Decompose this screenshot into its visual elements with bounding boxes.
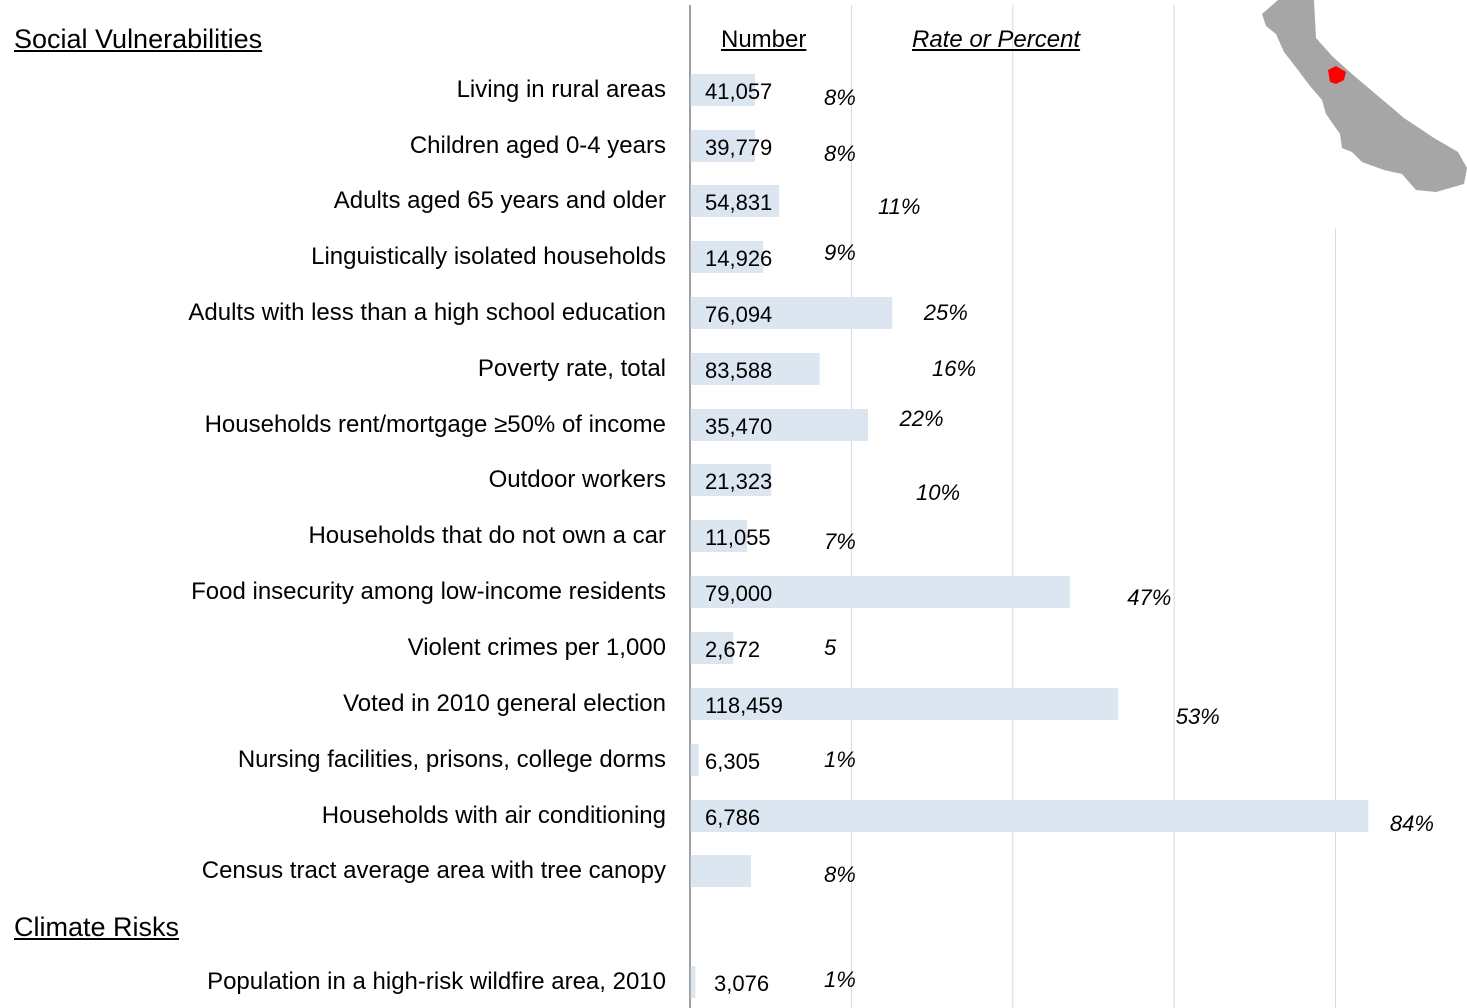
row-label: Food insecurity among low-income residen… — [191, 578, 666, 605]
bar — [690, 74, 756, 106]
row-label: Nursing facilities, prisons, college dor… — [237, 746, 666, 773]
number-label: 79,000 — [705, 581, 772, 606]
rate-label: 8% — [824, 85, 856, 110]
bar — [690, 130, 756, 162]
bar — [690, 576, 1070, 608]
number-label: 83,588 — [705, 358, 772, 383]
number-label: 54,831 — [705, 190, 772, 215]
bar — [690, 632, 734, 664]
number-label: 6,305 — [705, 749, 760, 774]
number-label: 21,323 — [705, 469, 772, 494]
row-label: Violent crimes per 1,000 — [407, 634, 666, 661]
column-header-number: Number — [721, 26, 807, 53]
bar — [690, 241, 764, 273]
rate-label: 1% — [824, 967, 856, 992]
rate-label: 11% — [878, 194, 920, 219]
row-label: Households with air conditioning — [321, 802, 666, 829]
row-label: Census tract average area with tree cano… — [201, 857, 666, 884]
rate-label: 5 — [824, 635, 837, 660]
rate-label: 8% — [824, 141, 856, 166]
number-label: 118,459 — [705, 693, 783, 718]
number-label: 2,672 — [705, 637, 760, 662]
row-label: Voted in 2010 general election — [343, 690, 666, 717]
bar — [690, 297, 893, 329]
row-label: Living in rural areas — [456, 76, 666, 103]
row-label: Poverty rate, total — [477, 355, 666, 382]
number-label: 11,055 — [705, 525, 771, 550]
row-label: Adults with less than a high school educ… — [188, 299, 666, 326]
rate-label: 9% — [824, 240, 856, 265]
california-shape — [1262, 0, 1467, 192]
rate-label: 22% — [899, 406, 944, 431]
bar — [690, 744, 699, 776]
bar — [690, 520, 747, 552]
number-label: 41,057 — [705, 79, 772, 104]
rate-label: 1% — [824, 747, 856, 772]
rate-label: 47% — [1127, 585, 1171, 610]
column-header-rate: Rate or Percent — [912, 26, 1081, 53]
row-label: Adults aged 65 years and older — [333, 187, 666, 214]
row-label: Children aged 0-4 years — [409, 132, 666, 159]
bar — [690, 185, 780, 217]
row-label: Households that do not own a car — [308, 522, 666, 549]
row-label: Outdoor workers — [488, 466, 666, 493]
rate-label: 10% — [916, 480, 960, 505]
rate-label: 53% — [1176, 704, 1220, 729]
california-locator-map — [1262, 0, 1467, 192]
number-label: 39,779 — [705, 135, 772, 160]
rate-label: 16% — [932, 356, 976, 381]
rate-label: 25% — [923, 300, 968, 325]
number-label: 35,470 — [705, 414, 772, 439]
rate-label: 8% — [824, 862, 856, 887]
bar — [690, 966, 696, 998]
section-title-climate-risks: Climate Risks — [14, 912, 180, 942]
bar — [690, 855, 752, 887]
number-label: 14,926 — [705, 246, 772, 271]
row-label: Linguistically isolated households — [311, 243, 666, 270]
number-label: 6,786 — [705, 805, 760, 830]
bar — [690, 464, 772, 496]
number-label: 3,076 — [714, 971, 769, 996]
section-title-social-vulnerabilities: Social Vulnerabilities — [14, 24, 263, 54]
bar — [690, 353, 820, 385]
row-label: Population in a high-risk wildfire area,… — [207, 968, 666, 995]
bar — [690, 688, 1119, 720]
rate-label: 7% — [824, 529, 856, 554]
county-highlight — [1328, 66, 1346, 84]
bar — [690, 800, 1369, 832]
row-label: Households rent/mortgage ≥50% of income — [204, 411, 666, 438]
bar — [690, 409, 869, 441]
number-label: 76,094 — [705, 302, 772, 327]
rate-label: 84% — [1390, 811, 1434, 836]
